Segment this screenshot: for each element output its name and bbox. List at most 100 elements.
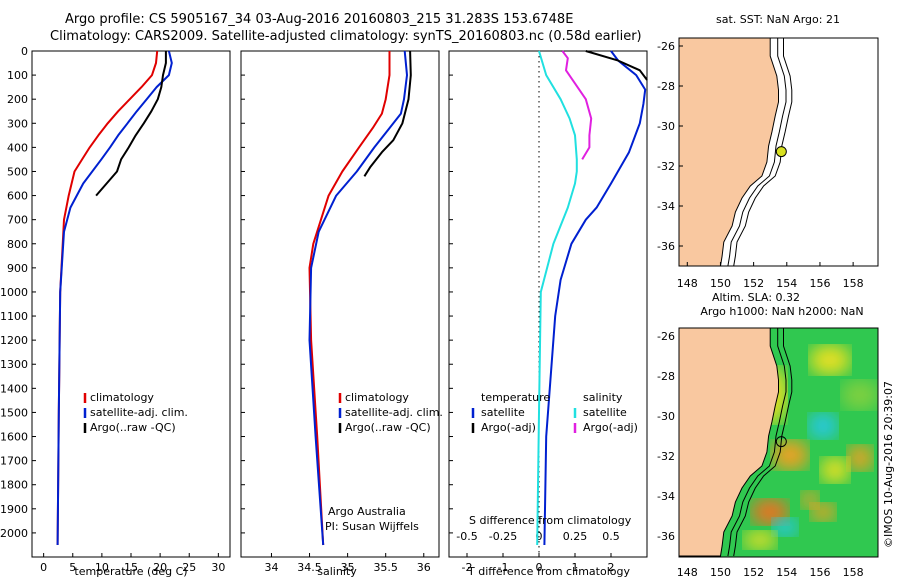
sea-level-anomaly-patch — [742, 530, 778, 550]
salinity-difference-argo-line — [561, 50, 593, 160]
longitude-tick-label: 148 — [677, 277, 698, 290]
t-difference-tick-label: 2 — [608, 561, 615, 574]
sea-level-anomaly-patch — [770, 439, 810, 471]
legend-temp-argo: Argo(..raw -QC) — [90, 421, 176, 434]
temperature-tick-label: 30 — [211, 561, 225, 574]
depth-tick-label: 500 — [7, 165, 28, 178]
t-difference-tick-label: -1 — [498, 561, 509, 574]
salinity-satellite-line — [308, 50, 408, 546]
s-difference-tick-label: 0.5 — [602, 530, 620, 543]
sea-level-anomaly-patch — [800, 490, 820, 510]
latitude-tick-label: -28 — [657, 80, 675, 93]
argo-float-marker — [775, 146, 787, 158]
legend-sal-argo: Argo(..raw -QC) — [345, 421, 431, 434]
legend-temp-sat: satellite-adj. clim. — [90, 406, 188, 419]
latitude-tick-label: -30 — [657, 410, 675, 423]
sea-level-anomaly-patch — [819, 456, 851, 484]
land-area — [679, 328, 779, 557]
xlabel-t-difference: T difference from climatology — [467, 565, 630, 578]
salinity-panel-frame — [240, 50, 440, 558]
header-line1: Argo profile: CS 5905167_34 03-Aug-2016 … — [65, 12, 574, 27]
temperature-panel-frame — [31, 50, 231, 558]
temperature-tick-label: 25 — [182, 561, 196, 574]
depth-tick-label: 2000 — [0, 527, 28, 540]
temperature-difference-satellite-line — [543, 50, 647, 546]
isobath-line — [727, 38, 787, 267]
latitude-tick-label: -34 — [657, 200, 675, 213]
salinity-argo-line — [363, 50, 412, 177]
depth-tick-label: 200 — [7, 93, 28, 106]
depth-tick-label: 400 — [7, 141, 28, 154]
latitude-tick-label: -36 — [657, 240, 675, 253]
xlabel-temperature: temperature (deg C) — [74, 565, 187, 578]
legend-t-heading: temperature — [481, 391, 550, 404]
sea-level-anomaly-patch — [808, 344, 852, 376]
depth-tick-label: 700 — [7, 214, 28, 227]
longitude-tick-label: 158 — [843, 566, 864, 579]
sea-level-anomaly-patch — [771, 517, 799, 537]
latitude-tick-label: -26 — [657, 330, 675, 343]
salinity-tick-label: 35.5 — [373, 561, 398, 574]
copyright-stamp: ©IMOS 10-Aug-2016 20:39:07 — [882, 381, 895, 548]
salinity-tick-label: 35 — [341, 561, 355, 574]
longitude-tick-label: 154 — [776, 566, 797, 579]
argo-float-marker — [775, 436, 787, 448]
latitude-tick-label: -32 — [657, 450, 675, 463]
depth-tick-label: 1600 — [0, 431, 28, 444]
temperature-tick-label: 10 — [95, 561, 109, 574]
map-top-title: sat. SST: NaN Argo: 21 — [716, 13, 840, 26]
sea-level-anomaly-patch — [807, 412, 839, 440]
s-difference-tick-label: 0 — [536, 530, 543, 543]
latitude-tick-label: -36 — [657, 530, 675, 543]
longitude-tick-label: 150 — [710, 566, 731, 579]
depth-tick-label: 600 — [7, 190, 28, 203]
s-difference-tick-label: 0.25 — [563, 530, 588, 543]
salinity-tick-label: 34 — [264, 561, 278, 574]
t-difference-tick-label: 0 — [536, 561, 543, 574]
latitude-tick-label: -28 — [657, 370, 675, 383]
land-area — [678, 37, 779, 267]
legend-s-heading: salinity — [583, 391, 623, 404]
isobath-line — [733, 38, 793, 267]
longitude-tick-label: 156 — [809, 277, 830, 290]
t-difference-tick-label: 1 — [572, 561, 579, 574]
attribution-line2: PI: Susan Wijffels — [325, 520, 419, 533]
legend-sal-clim: climatology — [345, 391, 409, 404]
longitude-tick-label: 150 — [710, 277, 731, 290]
depth-tick-label: 1900 — [0, 503, 28, 516]
depth-tick-label: 1800 — [0, 479, 28, 492]
salinity-tick-label: 34.5 — [297, 561, 322, 574]
longitude-tick-label: 154 — [776, 277, 797, 290]
attribution-line1: Argo Australia — [328, 505, 406, 518]
depth-tick-label: 1700 — [0, 455, 28, 468]
longitude-tick-label: 152 — [743, 566, 764, 579]
depth-tick-label: 1100 — [0, 310, 28, 323]
xlabel-salinity: salinity — [317, 565, 357, 578]
legend-s-sat: satellite — [583, 406, 627, 419]
header-line2: Climatology: CARS2009. Satellite-adjuste… — [50, 29, 642, 44]
legend-s-argo: Argo(-adj) — [583, 421, 638, 434]
salinity-climatology-line — [308, 51, 391, 546]
salinity-difference-satellite-line — [536, 50, 578, 546]
depth-tick-label: 800 — [7, 238, 28, 251]
temperature-argo-line — [95, 51, 167, 197]
legend-temp-clim: climatology — [90, 391, 154, 404]
isobath-line — [733, 328, 793, 557]
depth-tick-label: 1200 — [0, 334, 28, 347]
longitude-tick-label: 156 — [809, 566, 830, 579]
longitude-tick-label: 158 — [843, 277, 864, 290]
depth-tick-label: 300 — [7, 117, 28, 130]
depth-tick-label: 100 — [7, 69, 28, 82]
depth-tick-label: 1000 — [0, 286, 28, 299]
sea-level-anomaly-patch — [846, 444, 874, 472]
latitude-tick-label: -34 — [657, 490, 675, 503]
longitude-tick-label: 152 — [743, 277, 764, 290]
map-bottom-title2: Argo h1000: NaN h2000: NaN — [700, 305, 863, 318]
longitude-tick-label: 148 — [677, 566, 698, 579]
map-bottom-title1: Altim. SLA: 0.32 — [712, 291, 800, 304]
s-difference-tick-label: -0.5 — [456, 530, 477, 543]
temperature-difference-argo-line — [585, 50, 648, 81]
temperature-tick-label: 20 — [153, 561, 167, 574]
s-difference-title: S difference from climatology — [469, 514, 632, 527]
